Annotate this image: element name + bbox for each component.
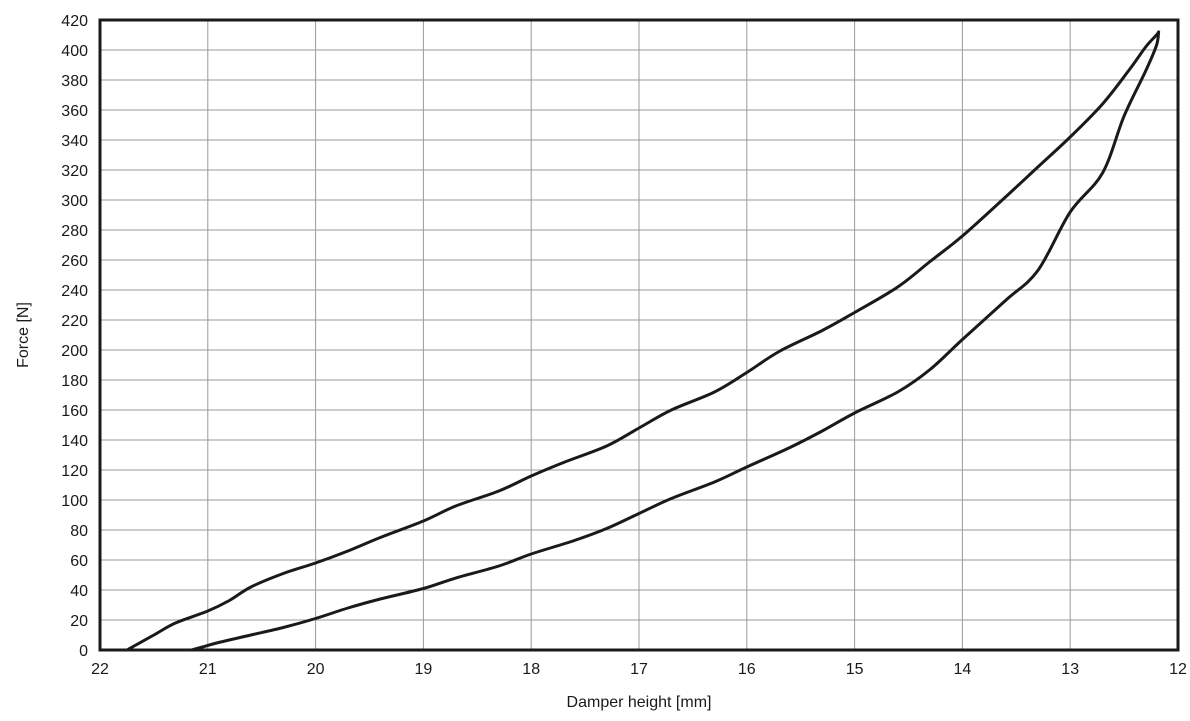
loading-curve: [125, 30, 1161, 652]
gridlines: [99, 19, 1179, 651]
x-tick-label: 14: [954, 661, 972, 678]
plot-frame: [98, 18, 1180, 652]
x-tick-labels: 22 21 20 19 18 17 16 15 14 13 12: [91, 661, 1187, 678]
y-tick-label: 360: [61, 103, 88, 120]
x-tick-label: 16: [738, 661, 756, 678]
unloading-curve: [190, 30, 1161, 652]
hysteresis-curve: [125, 30, 1161, 652]
x-tick-label: 13: [1061, 661, 1079, 678]
y-tick-label: 160: [61, 403, 88, 420]
x-tick-label: 15: [846, 661, 864, 678]
x-axis-title: Damper height [mm]: [567, 694, 712, 711]
y-tick-label: 140: [61, 433, 88, 450]
x-tick-label: 22: [91, 661, 109, 678]
y-tick-label: 40: [70, 583, 88, 600]
y-tick-label: 0: [79, 643, 88, 660]
y-tick-label: 120: [61, 463, 88, 480]
y-tick-label: 20: [70, 613, 88, 630]
x-tick-label: 21: [199, 661, 217, 678]
y-tick-label: 280: [61, 223, 88, 240]
y-tick-label: 340: [61, 133, 88, 150]
y-tick-label: 400: [61, 43, 88, 60]
y-tick-label: 240: [61, 283, 88, 300]
x-tick-label: 18: [522, 661, 540, 678]
y-tick-label: 300: [61, 193, 88, 210]
y-tick-label: 380: [61, 73, 88, 90]
y-tick-labels: 0 20 40 60 80 100 120 140 160 180 200 220 240 260 280 3…: [61, 13, 88, 660]
y-axis-title: Force [N]: [15, 302, 32, 368]
y-tick-label: 420: [61, 13, 88, 30]
x-tick-label: 17: [630, 661, 648, 678]
x-tick-label: 19: [415, 661, 433, 678]
y-tick-label: 80: [70, 523, 88, 540]
x-tick-label: 20: [307, 661, 325, 678]
y-tick-label: 200: [61, 343, 88, 360]
y-tick-label: 220: [61, 313, 88, 330]
x-tick-label: 12: [1169, 661, 1187, 678]
y-tick-label: 260: [61, 253, 88, 270]
y-tick-label: 60: [70, 553, 88, 570]
y-tick-label: 180: [61, 373, 88, 390]
y-tick-label: 320: [61, 163, 88, 180]
y-tick-label: 100: [61, 493, 88, 510]
